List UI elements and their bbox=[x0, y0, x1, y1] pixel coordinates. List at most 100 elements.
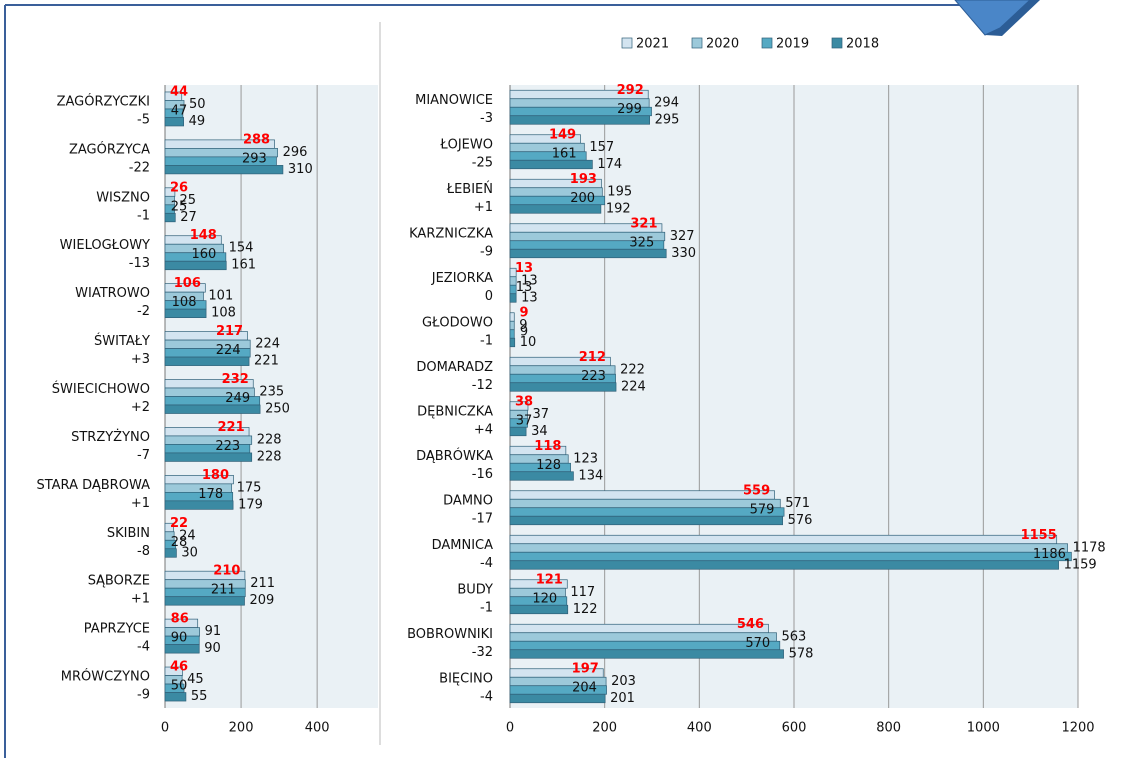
bar bbox=[509, 604, 569, 615]
change-label: -32 bbox=[472, 645, 493, 660]
value-label: 101 bbox=[208, 289, 233, 304]
category-label: DAMNO bbox=[443, 493, 493, 508]
value-label: 201 bbox=[610, 691, 635, 706]
value-label: 154 bbox=[229, 241, 254, 256]
value-label: 27 bbox=[180, 210, 197, 225]
x-tick-label: 0 bbox=[161, 721, 169, 736]
value-label: 25 bbox=[180, 193, 197, 208]
value-label: 211 bbox=[250, 576, 275, 591]
category-label: BOBROWNIKI bbox=[407, 627, 493, 642]
value-label: 249 bbox=[225, 391, 250, 406]
value-label: 90 bbox=[204, 641, 221, 656]
bar bbox=[164, 260, 227, 271]
value-label: 148 bbox=[190, 228, 217, 243]
value-label: 91 bbox=[205, 624, 222, 639]
value-label: 174 bbox=[597, 157, 622, 172]
bar bbox=[509, 159, 593, 170]
value-label: 46 bbox=[170, 660, 188, 675]
change-label: 0 bbox=[485, 289, 493, 304]
value-label: 559 bbox=[743, 483, 770, 498]
value-label: 26 bbox=[170, 180, 188, 195]
value-label: 224 bbox=[255, 337, 280, 352]
value-label: 30 bbox=[181, 545, 198, 560]
value-label: 34 bbox=[531, 424, 548, 439]
value-label: 211 bbox=[211, 583, 236, 598]
change-label: +3 bbox=[131, 352, 150, 367]
bar bbox=[509, 649, 784, 659]
value-label: 161 bbox=[231, 258, 256, 273]
bar bbox=[509, 551, 1072, 562]
value-label: 1178 bbox=[1073, 540, 1106, 555]
value-label: 13 bbox=[516, 280, 533, 295]
value-label: 193 bbox=[570, 172, 597, 187]
bar bbox=[509, 204, 602, 214]
value-label: 292 bbox=[617, 83, 644, 98]
category-label: ZAGÓRZYCA bbox=[69, 141, 150, 157]
category-label: ŚWIECICHOWO bbox=[52, 381, 150, 397]
bar bbox=[509, 115, 650, 125]
change-label: -4 bbox=[480, 556, 493, 571]
bar bbox=[509, 293, 517, 303]
value-label: 295 bbox=[655, 112, 680, 127]
value-label: 223 bbox=[581, 369, 606, 384]
value-label: 250 bbox=[265, 402, 290, 417]
value-label: 221 bbox=[217, 420, 244, 435]
value-label: 47 bbox=[171, 103, 188, 118]
bar bbox=[509, 640, 781, 651]
value-label: 192 bbox=[606, 201, 631, 216]
bar bbox=[509, 320, 515, 331]
category-label: BIĘCINO bbox=[439, 671, 493, 686]
bar bbox=[164, 165, 284, 175]
category-label: GŁODOWO bbox=[422, 315, 493, 330]
category-label: KARZNICZKA bbox=[409, 226, 493, 241]
value-label: 121 bbox=[536, 572, 563, 587]
value-label: 294 bbox=[654, 95, 679, 110]
value-label: 13 bbox=[521, 273, 538, 288]
value-label: 175 bbox=[237, 480, 262, 495]
legend-swatch bbox=[621, 37, 633, 49]
value-label: 45 bbox=[187, 672, 204, 687]
value-label: 117 bbox=[570, 585, 595, 600]
value-label: 217 bbox=[216, 324, 243, 339]
category-label: MIANOWICE bbox=[415, 93, 493, 108]
change-label: -17 bbox=[472, 511, 493, 526]
bar bbox=[509, 498, 781, 509]
bar bbox=[509, 623, 769, 634]
bar bbox=[509, 312, 515, 322]
bar bbox=[164, 596, 245, 606]
value-label: 195 bbox=[607, 184, 632, 199]
change-label: +4 bbox=[474, 422, 493, 437]
value-label: 24 bbox=[179, 528, 196, 543]
value-label: 310 bbox=[288, 162, 313, 177]
bar bbox=[509, 515, 783, 526]
x-tick-label: 600 bbox=[782, 721, 807, 736]
value-label: 571 bbox=[785, 496, 810, 511]
value-label: 579 bbox=[750, 502, 775, 517]
change-label: -7 bbox=[137, 448, 150, 463]
legend-label: 2018 bbox=[846, 37, 879, 52]
value-label: 321 bbox=[630, 216, 657, 231]
change-label: -25 bbox=[472, 155, 493, 170]
change-label: -5 bbox=[137, 112, 150, 127]
value-label: 13 bbox=[521, 290, 538, 305]
category-label: DOMARADZ bbox=[416, 360, 493, 375]
value-label: 210 bbox=[213, 564, 240, 579]
value-label: 570 bbox=[745, 636, 770, 651]
x-tick-label: 200 bbox=[229, 721, 254, 736]
value-label: 296 bbox=[283, 145, 308, 160]
value-label: 224 bbox=[621, 379, 646, 394]
category-label: STARA DĄBROWA bbox=[36, 478, 150, 493]
category-label: ZAGÓRZYCZKI bbox=[57, 93, 150, 109]
value-label: 212 bbox=[579, 350, 606, 365]
value-label: 122 bbox=[573, 602, 598, 617]
value-label: 10 bbox=[520, 335, 537, 350]
category-label: SKIBIN bbox=[107, 526, 150, 541]
bar bbox=[164, 117, 184, 127]
value-label: 235 bbox=[259, 385, 284, 400]
change-label: +2 bbox=[131, 400, 150, 415]
value-label: 118 bbox=[534, 439, 561, 454]
value-label: 224 bbox=[216, 343, 241, 358]
value-label: 200 bbox=[570, 191, 595, 206]
value-label: 221 bbox=[254, 354, 279, 369]
